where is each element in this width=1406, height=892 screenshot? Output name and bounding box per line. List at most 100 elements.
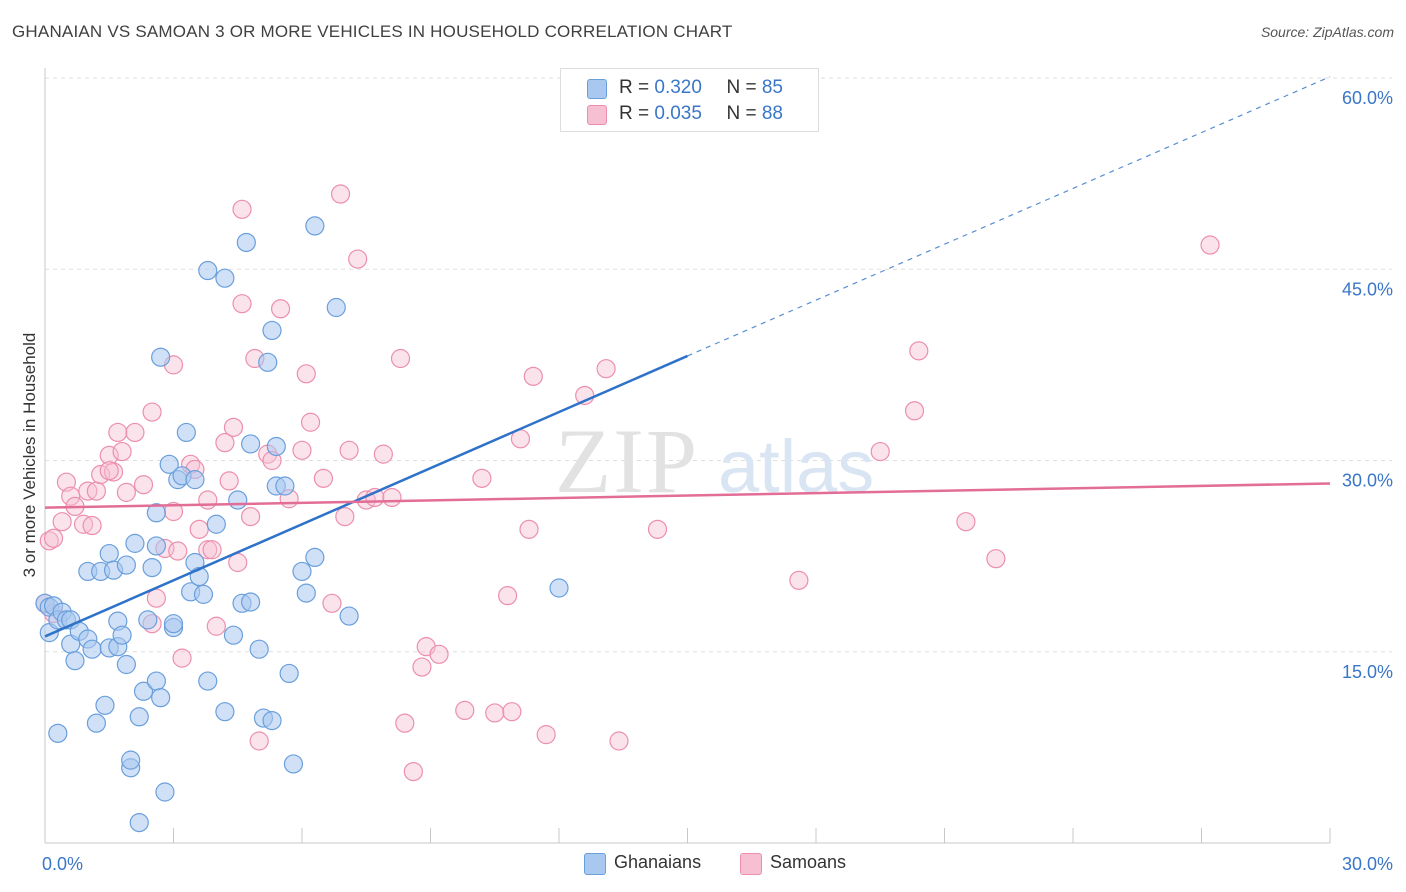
samoan-points <box>35 184 1220 782</box>
ghanaian-point <box>99 543 119 564</box>
samoan-point <box>215 433 235 453</box>
ghanaian-point <box>236 232 256 253</box>
ghanaian-point <box>262 320 282 341</box>
chart-source: Source: ZipAtlas.com <box>1260 24 1394 40</box>
samoan-point <box>335 506 355 527</box>
ghanaian-point <box>241 434 261 454</box>
ghanaian-point <box>185 470 205 490</box>
samoan-point <box>189 519 209 539</box>
samoan-point <box>249 731 269 751</box>
samoan-point <box>292 440 312 460</box>
ghanaian-point <box>146 536 166 556</box>
samoan-point <box>223 417 244 437</box>
ghanaian-point <box>215 702 235 722</box>
samoan-point <box>82 515 102 536</box>
samoan-point <box>241 506 261 527</box>
samoan-point <box>202 540 222 560</box>
ghanaians-swatch <box>584 853 606 875</box>
samoan-point <box>519 519 539 539</box>
ghanaian-point <box>266 436 286 457</box>
samoan-point <box>232 199 252 219</box>
ghanaian-point <box>48 723 68 743</box>
samoans-label: Samoans <box>770 852 847 872</box>
ghanaian-point <box>198 260 218 281</box>
ghanaian-point <box>151 688 171 708</box>
ghanaian-point <box>249 639 269 659</box>
ghanaian-point <box>305 547 325 568</box>
ghanaian-point <box>241 592 261 612</box>
correlation-legend: R = 0.320 N = 85 R = 0.035 N = 88 <box>560 68 819 132</box>
samoan-point <box>472 468 492 488</box>
ghanaian-point <box>258 352 278 372</box>
samoan-point <box>232 294 252 314</box>
tick-labels: 15.0% 30.0% 45.0% 60.0% 0.0% 30.0% <box>42 88 1393 874</box>
ghanaian-point <box>193 584 214 604</box>
y-axis-label: 3 or more Vehicles in Household <box>20 333 39 578</box>
ghanaian-point <box>549 578 569 598</box>
samoan-point <box>125 422 145 443</box>
ghanaian-point <box>215 268 235 288</box>
samoan-point <box>43 528 64 548</box>
samoan-point <box>206 616 226 636</box>
ghanaian-point <box>133 681 154 701</box>
ghanaian-point <box>262 710 282 731</box>
legend-r-value: 0.320 <box>654 77 702 98</box>
ghanaian-point <box>296 583 316 603</box>
ghanaian-point <box>279 663 299 684</box>
ghanaian-point <box>125 533 145 553</box>
samoan-point <box>1200 235 1220 255</box>
samoan-point <box>789 570 809 590</box>
ghanaian-point <box>275 476 295 496</box>
samoan-point <box>61 486 81 506</box>
ghanaian-point <box>86 713 107 733</box>
samoan-point <box>142 402 162 422</box>
y-tick-label: 15.0% <box>1342 662 1393 682</box>
samoan-point <box>112 441 132 462</box>
ghanaians-swatch <box>587 79 607 99</box>
ghanaian-point <box>146 671 166 691</box>
samoan-point <box>52 512 72 532</box>
ghanaian-point <box>82 639 102 659</box>
samoan-point <box>146 588 166 608</box>
samoan-point <box>956 512 976 532</box>
ghanaians-label: Ghanaians <box>614 852 702 872</box>
samoan-point <box>455 700 475 721</box>
ghanaian-point <box>163 614 184 634</box>
samoans-swatch <box>587 105 607 125</box>
samoan-point <box>502 702 522 722</box>
ghanaian-point <box>176 422 196 443</box>
legend-r-value: 0.035 <box>654 103 702 124</box>
ghanaian-point <box>206 514 226 534</box>
samoan-point <box>373 444 393 464</box>
ghanaian-point <box>116 654 136 675</box>
samoan-point <box>403 761 423 782</box>
samoan-point <box>330 184 351 204</box>
ghanaian-point <box>155 782 175 802</box>
samoan-point <box>382 487 402 508</box>
samoan-point <box>647 519 668 539</box>
samoan-point <box>172 648 192 668</box>
samoan-point <box>108 422 128 443</box>
samoan-point <box>116 482 136 502</box>
samoan-point <box>198 490 218 510</box>
y-tick-label: 60.0% <box>1342 88 1393 108</box>
ghanaian-points <box>35 216 569 833</box>
samoan-point <box>904 401 925 421</box>
ghanaian-trend-extension <box>687 76 1331 357</box>
samoan-trend-line <box>44 482 1331 509</box>
ghanaian-point <box>223 625 244 645</box>
ghanaian-point <box>339 606 359 626</box>
ghanaian-point <box>151 347 171 367</box>
legend-r-label: R = <box>619 77 655 98</box>
y-tick-label: 30.0% <box>1342 471 1393 491</box>
ghanaian-point <box>305 216 325 236</box>
samoan-point <box>609 731 629 751</box>
ghanaian-point <box>121 750 141 770</box>
ghanaian-point <box>129 707 149 727</box>
legend-n-value: 88 <box>761 103 783 124</box>
legend-r-label: R = <box>619 103 655 124</box>
samoan-point <box>133 475 154 495</box>
ghanaian-point <box>129 812 149 833</box>
legend-n-label: N = <box>726 77 762 98</box>
y-tick-label: 45.0% <box>1342 279 1393 299</box>
